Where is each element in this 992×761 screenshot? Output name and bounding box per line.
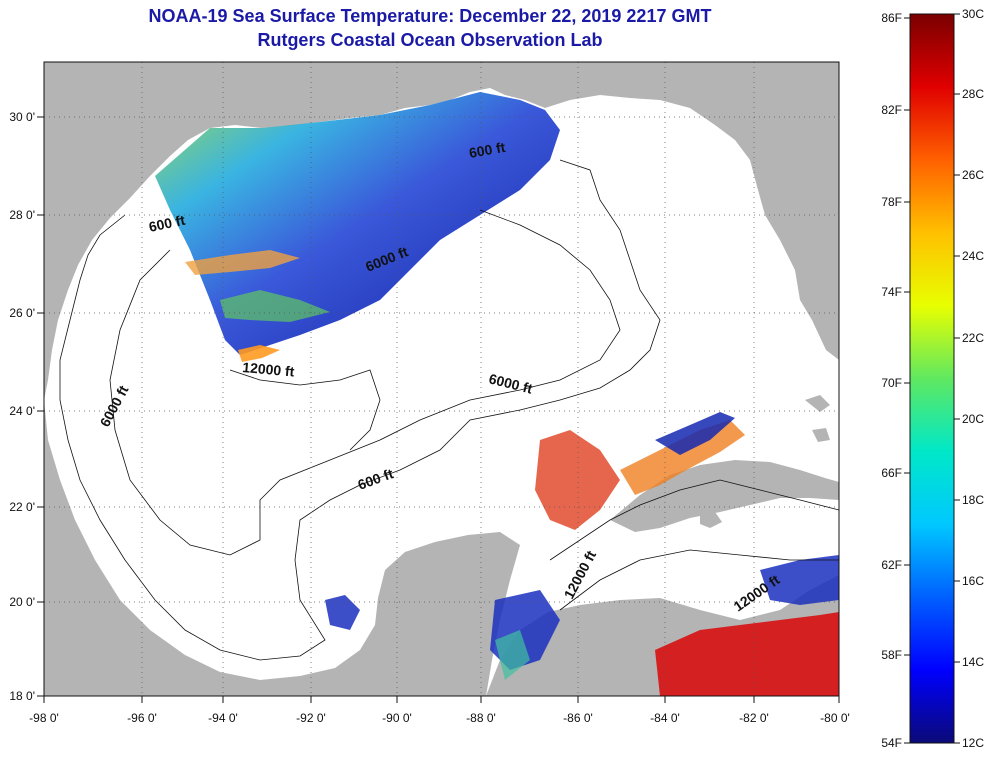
lat-tick-label: 22 0' xyxy=(9,500,35,514)
graticule xyxy=(44,62,839,696)
tick-marks xyxy=(37,116,840,703)
lat-tick-label: 28 0' xyxy=(9,208,35,222)
us-mainland-land xyxy=(44,62,839,400)
colorbar-c-label: 20C xyxy=(962,412,984,426)
colorbar-f-label: 86F xyxy=(881,11,902,25)
colorbar-f-label: 66F xyxy=(881,466,902,480)
sst-swath xyxy=(155,92,560,355)
colorbar-ticks xyxy=(904,13,960,744)
colorbar-c-label: 12C xyxy=(962,736,984,750)
lon-tick-label: -98 0' xyxy=(29,711,59,725)
lat-tick-label: 18 0' xyxy=(9,689,35,703)
lon-tick-label: -88 0' xyxy=(466,711,496,725)
sst-warm-streak xyxy=(185,250,300,275)
sst-green-patch xyxy=(220,290,330,322)
contour-12000ft xyxy=(229,369,381,451)
sst-caribbean-blue xyxy=(760,555,839,605)
colorbar-f-label: 58F xyxy=(881,648,902,662)
mexico-land xyxy=(44,400,520,696)
lon-tick-label: -90 0' xyxy=(382,711,412,725)
colorbar-f-label: 74F xyxy=(881,285,902,299)
colorbar-c-label: 24C xyxy=(962,249,984,263)
colorbar-c-label: 14C xyxy=(962,655,984,669)
colorbar-f-label: 78F xyxy=(881,195,902,209)
sst-yucatan-patch xyxy=(535,430,620,530)
map-subtitle: Rutgers Coastal Ocean Observation Lab xyxy=(257,30,603,50)
sst-green-strip xyxy=(495,630,530,680)
colorbar-f-label: 62F xyxy=(881,558,902,572)
colorbar-c-label: 30C xyxy=(962,7,984,21)
colorbar-f-label: 54F xyxy=(881,736,902,750)
contour-label: 600 ft xyxy=(468,139,507,161)
isle-of-youth-land xyxy=(700,512,722,528)
contour-600ft xyxy=(59,159,661,661)
sst-orange-patch xyxy=(238,345,280,362)
lat-tick-label: 20 0' xyxy=(9,595,35,609)
map-frame xyxy=(43,61,840,697)
lon-tick-label: -80 0' xyxy=(820,711,850,725)
colorbar-c-label: 16C xyxy=(962,574,984,588)
bahamas-land xyxy=(805,395,830,442)
colorbar-c-label: 22C xyxy=(962,331,984,345)
lon-tick-label: -94 0' xyxy=(208,711,238,725)
lon-tick-label: -86 0' xyxy=(563,711,593,725)
lon-tick-label: -96 0' xyxy=(127,711,157,725)
colorbar xyxy=(909,13,955,744)
sst-cuba-patch xyxy=(620,420,745,495)
lat-tick-label: 24 0' xyxy=(9,404,35,418)
sst-caribbean-warm xyxy=(655,612,839,696)
map-title: NOAA-19 Sea Surface Temperature: Decembe… xyxy=(148,6,712,26)
colorbar-c-label: 18C xyxy=(962,493,984,507)
contour-caribbean-2 xyxy=(559,549,839,611)
colorbar-c-label: 26C xyxy=(962,168,984,182)
sst-blue-cuba xyxy=(655,412,735,455)
colorbar-f-label: 70F xyxy=(881,376,902,390)
colorbar-c-label: 28C xyxy=(962,87,984,101)
contour-caribbean xyxy=(549,479,839,561)
lon-tick-label: -82 0' xyxy=(739,711,769,725)
lat-tick-label: 26 0' xyxy=(9,306,35,320)
contour-6000ft xyxy=(109,209,621,556)
lon-tick-label: -84 0' xyxy=(650,711,680,725)
lon-tick-label: -92 0' xyxy=(296,711,326,725)
lat-tick-label: 30 0' xyxy=(9,110,35,124)
contour-label: 600 ft xyxy=(147,212,186,235)
colorbar-f-label: 82F xyxy=(881,103,902,117)
contour-label: 12000 ft xyxy=(242,359,296,380)
